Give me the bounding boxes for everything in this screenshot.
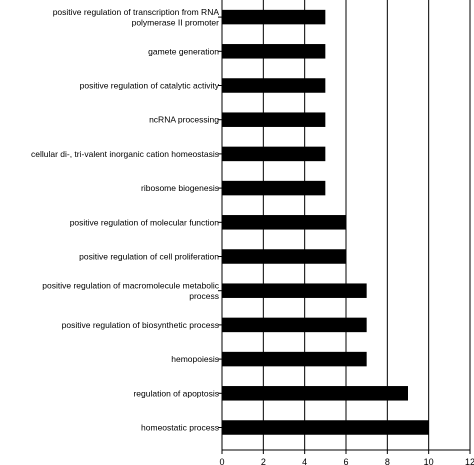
category-label: ncRNA processing (149, 115, 219, 125)
category-label: regulation of apoptosis (133, 388, 219, 398)
bar (222, 386, 408, 401)
bar (222, 180, 326, 196)
category-label: homeostatic process (141, 423, 219, 433)
category-label: process (189, 291, 219, 301)
category-label: cellular di-, tri-valent inorganic catio… (31, 149, 219, 159)
bar (222, 420, 429, 435)
category-label: positive regulation of catalytic activit… (80, 81, 220, 91)
bar (222, 9, 326, 25)
category-labels: positive regulation of transcription fro… (31, 7, 220, 433)
category-label: gamete generation (148, 46, 219, 56)
x-tick-label: 6 (343, 457, 348, 465)
bar (222, 215, 346, 230)
x-tick-label: 8 (385, 457, 390, 465)
x-tick-labels: 0 2 4 6 8 10 12 (219, 457, 474, 465)
bars (222, 9, 429, 435)
category-label: polymerase II promoter (132, 17, 220, 27)
bar (222, 44, 326, 59)
bar (222, 249, 346, 264)
x-tick-label: 4 (302, 457, 307, 465)
category-label: positive regulation of transcription fro… (53, 7, 220, 17)
category-label: positive regulation of macromolecule met… (42, 280, 219, 290)
bar (222, 283, 367, 298)
x-tick-label: 10 (424, 457, 434, 465)
bar (222, 112, 326, 127)
category-label: positive regulation of molecular functio… (70, 217, 220, 227)
bar (222, 351, 367, 367)
category-label: positive regulation of biosynthetic proc… (62, 320, 219, 330)
x-tick-label: 0 (219, 457, 224, 465)
axes (218, 0, 471, 454)
category-label: positive regulation of cell proliferatio… (79, 252, 219, 262)
bar (222, 146, 326, 162)
category-label: ribosome biogenesis (141, 183, 219, 193)
category-label: hemopoiesis (171, 354, 219, 364)
bar (222, 317, 367, 333)
x-tick-label: 2 (261, 457, 266, 465)
bar (222, 78, 326, 93)
x-tick-label: 12 (465, 457, 474, 465)
